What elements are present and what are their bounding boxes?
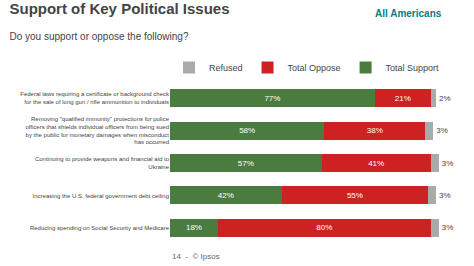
svg-text:3%: 3%: [439, 191, 451, 200]
svg-text:21%: 21%: [395, 94, 411, 103]
svg-text:All Americans: All Americans: [375, 8, 442, 19]
svg-text:Removing "qualified immunity": Removing "qualified immunity" protection…: [25, 116, 169, 145]
svg-text:Do you support or oppose the f: Do you support or oppose the following?: [9, 31, 188, 42]
svg-text:3%: 3%: [436, 126, 448, 135]
svg-text:Refused: Refused: [209, 63, 243, 73]
svg-text:58%: 58%: [239, 126, 255, 135]
svg-text:38%: 38%: [367, 126, 383, 135]
svg-text:80%: 80%: [316, 223, 332, 232]
svg-text:55%: 55%: [347, 191, 363, 200]
svg-text:Continuing to provide weapons: Continuing to provide weapons and financ…: [35, 156, 170, 170]
svg-text:Support of Key Political Issue: Support of Key Political Issues: [9, 0, 229, 17]
svg-text:Reducing spending on Social Se: Reducing spending on Social Security and…: [30, 225, 170, 231]
svg-text:Total Support: Total Support: [386, 63, 440, 73]
svg-text:Increasing the U.S. federal go: Increasing the U.S. federal government d…: [33, 193, 169, 199]
svg-text:18%: 18%: [186, 223, 202, 232]
svg-text:2%: 2%: [439, 94, 451, 103]
svg-text:77%: 77%: [264, 94, 280, 103]
svg-text:57%: 57%: [238, 159, 254, 168]
svg-text:42%: 42%: [218, 191, 234, 200]
svg-text:Total Oppose: Total Oppose: [288, 63, 341, 73]
svg-text:3%: 3%: [442, 223, 454, 232]
svg-text:41%: 41%: [368, 159, 384, 168]
svg-text:3%: 3%: [442, 159, 454, 168]
svg-text:Federal laws requiring a certi: Federal laws requiring a certificate or …: [20, 91, 170, 105]
svg-text:14 - © Ipsos: 14 - © Ipsos: [172, 252, 220, 261]
